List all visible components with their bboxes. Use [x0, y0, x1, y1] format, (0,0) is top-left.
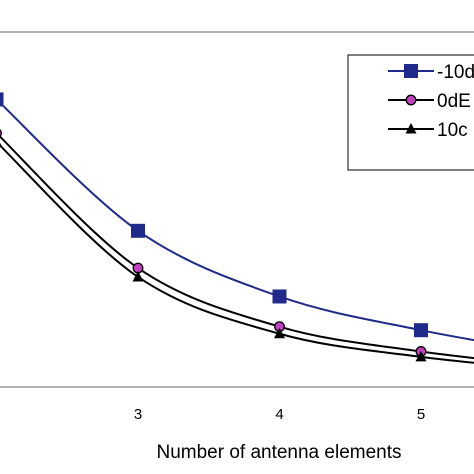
x-axis-ticks: 3 4 5 — [134, 406, 425, 423]
legend-entry: -10d — [388, 62, 474, 83]
legend-marker — [405, 94, 417, 106]
legend-label: 0dE — [437, 91, 471, 112]
data-point-marker — [131, 223, 145, 238]
data-point-marker — [132, 270, 144, 282]
data-point-marker — [274, 327, 285, 339]
x-axis-title: Number of antenna elements — [156, 442, 401, 463]
legend-entry: 0dE — [388, 91, 471, 112]
data-point-marker — [0, 142, 2, 147]
data-point-marker — [415, 350, 427, 362]
legend-marker — [404, 64, 418, 78]
legend: -10d 0dE 10c — [347, 54, 474, 171]
legend-label: 10c — [437, 120, 468, 141]
series-3 — [0, 142, 474, 364]
series-1 — [0, 92, 474, 342]
data-point-marker — [0, 128, 2, 138]
plot-series — [0, 92, 474, 364]
x-tick-label: 4 — [275, 406, 283, 423]
data-point-marker — [272, 289, 287, 304]
series-line — [0, 144, 474, 364]
legend-marker — [405, 123, 417, 134]
x-tick-label: 5 — [417, 406, 425, 423]
legend-label: -10d — [437, 62, 474, 83]
legend-entry: 10c — [388, 120, 468, 141]
x-tick-label: 3 — [134, 406, 142, 423]
data-point-marker — [414, 323, 428, 338]
series-line — [0, 135, 474, 360]
data-point-marker — [0, 92, 4, 107]
